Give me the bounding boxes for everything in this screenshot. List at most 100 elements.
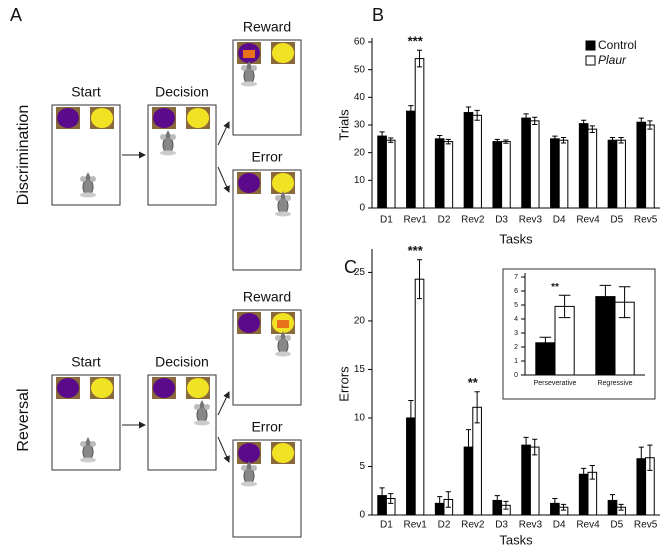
bar <box>385 139 396 209</box>
error-bar <box>589 125 595 133</box>
mouse-head <box>245 461 253 469</box>
y-tick-label: 50 <box>354 64 366 75</box>
error-bar <box>445 491 451 508</box>
x-tick-label: Rev4 <box>576 520 600 531</box>
error-bar <box>618 286 631 319</box>
bar <box>414 278 425 516</box>
stage-label: Error <box>251 419 282 435</box>
error-bar <box>503 500 509 510</box>
arrow <box>217 166 230 193</box>
mouse-ear <box>285 335 291 341</box>
bar <box>645 124 655 209</box>
stimulus <box>238 173 260 193</box>
legend-label: Control <box>598 38 637 52</box>
bar <box>529 446 540 516</box>
bar <box>521 117 531 209</box>
arrow <box>217 436 230 463</box>
stimulus <box>238 313 260 333</box>
row-label: Discrimination <box>15 105 32 205</box>
x-tick-label: Rev5 <box>634 520 658 531</box>
y-tick-label: 5 <box>359 461 365 472</box>
error-bar <box>532 116 538 125</box>
stimulus <box>91 378 113 398</box>
mouse-feet <box>275 351 291 357</box>
reward <box>277 320 289 328</box>
y-tick-label: 6 <box>514 288 518 295</box>
stimulus <box>187 378 209 398</box>
bar <box>406 110 416 209</box>
mouse <box>160 130 176 156</box>
mouse-feet <box>194 420 210 426</box>
error-bar <box>581 119 587 128</box>
mouse-feet <box>241 481 257 487</box>
error-bar <box>638 117 644 127</box>
bar <box>616 139 626 209</box>
error-bar <box>494 138 500 145</box>
error-bar <box>416 49 423 68</box>
x-tick-label: D5 <box>610 215 623 226</box>
mouse-ear <box>275 335 281 341</box>
mouse-head <box>164 130 172 138</box>
stage-label: Reward <box>243 289 291 305</box>
y-tick-label: 3 <box>514 330 518 337</box>
mouse-feet <box>80 457 96 463</box>
x-tick-label: D3 <box>495 520 508 531</box>
error-bar <box>581 467 587 481</box>
mouse-head <box>245 61 253 69</box>
x-tick-label: Rev1 <box>404 520 428 531</box>
x-tick-label: D1 <box>380 215 393 226</box>
y-tick-label: 1 <box>514 358 518 365</box>
error-bar <box>618 503 624 511</box>
error-bar <box>445 138 451 145</box>
mouse <box>241 461 257 487</box>
mouse-feet <box>241 81 257 87</box>
legend-swatch <box>585 55 596 66</box>
error-bar <box>560 136 567 144</box>
error-bar <box>558 294 571 319</box>
stimulus <box>238 443 260 463</box>
bar <box>558 139 569 209</box>
error-bar <box>437 135 443 143</box>
bar <box>414 58 425 209</box>
panel-label: B <box>372 5 384 25</box>
error-bar <box>638 446 644 471</box>
error-bar <box>388 493 394 504</box>
y-tick-label: 10 <box>354 175 366 186</box>
mouse-ear <box>80 441 86 447</box>
stimulus <box>57 378 79 398</box>
error-bar <box>609 494 616 507</box>
row-label: Reversal <box>15 388 32 451</box>
stimulus <box>272 43 294 63</box>
error-bar <box>523 113 529 123</box>
stage-label: Decision <box>155 354 209 370</box>
significance: ** <box>468 375 479 390</box>
y-tick-label: 5 <box>514 302 518 309</box>
reward <box>243 50 255 58</box>
x-tick-label: D3 <box>495 215 508 226</box>
mouse-feet <box>275 211 291 217</box>
y-tick-label: 15 <box>354 364 366 375</box>
significance: ** <box>551 282 559 293</box>
x-tick-label: D4 <box>553 215 566 226</box>
bar <box>607 139 618 209</box>
y-tick-label: 0 <box>359 203 365 214</box>
x-tick-label: Rev4 <box>576 215 600 226</box>
stimulus <box>272 443 294 463</box>
y-tick-label: 4 <box>514 316 518 323</box>
stimulus <box>153 378 175 398</box>
error-bar <box>560 503 567 511</box>
bar <box>472 114 482 209</box>
mouse-ear <box>90 176 96 182</box>
x-axis-label: Tasks <box>499 532 533 547</box>
mouse-ear <box>241 465 247 471</box>
arrow <box>217 121 230 146</box>
mouse-feet <box>160 150 176 156</box>
y-tick-label: 60 <box>354 37 366 48</box>
y-tick-label: 0 <box>514 372 518 379</box>
x-tick-label: D1 <box>380 520 393 531</box>
y-axis-label: Trials <box>336 109 351 141</box>
y-tick-label: 40 <box>354 92 366 103</box>
mouse <box>275 191 291 217</box>
x-axis-label: Tasks <box>499 231 533 246</box>
